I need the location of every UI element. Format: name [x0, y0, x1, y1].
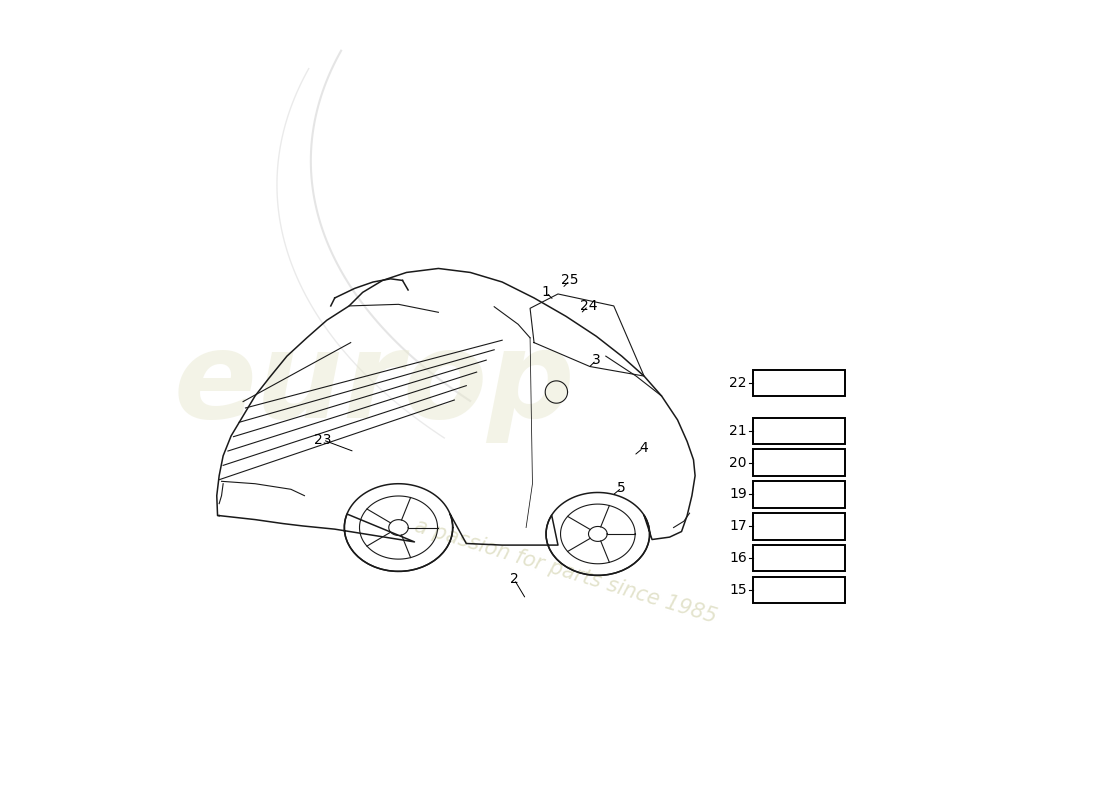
- Text: 24: 24: [580, 299, 597, 313]
- Bar: [754, 450, 845, 476]
- Text: 15: 15: [729, 583, 747, 597]
- Bar: [754, 418, 845, 444]
- Text: 2: 2: [509, 572, 518, 586]
- Text: 17: 17: [729, 519, 747, 534]
- Text: 3: 3: [592, 353, 601, 367]
- Text: 23: 23: [314, 433, 331, 447]
- Text: a passion for parts since 1985: a passion for parts since 1985: [412, 516, 719, 627]
- Bar: [754, 577, 845, 603]
- Text: 21: 21: [729, 424, 747, 438]
- Text: 25: 25: [561, 274, 579, 287]
- Text: 4: 4: [639, 441, 648, 455]
- Text: 20: 20: [729, 455, 747, 470]
- Text: 1: 1: [541, 286, 550, 299]
- Text: 22: 22: [729, 376, 747, 390]
- Text: 5: 5: [617, 481, 626, 494]
- Bar: [754, 514, 845, 539]
- Bar: [754, 482, 845, 508]
- Text: 16: 16: [729, 551, 747, 566]
- Bar: [754, 370, 845, 396]
- Bar: [754, 545, 845, 571]
- Text: europ: europ: [174, 326, 575, 442]
- Text: 19: 19: [729, 487, 747, 502]
